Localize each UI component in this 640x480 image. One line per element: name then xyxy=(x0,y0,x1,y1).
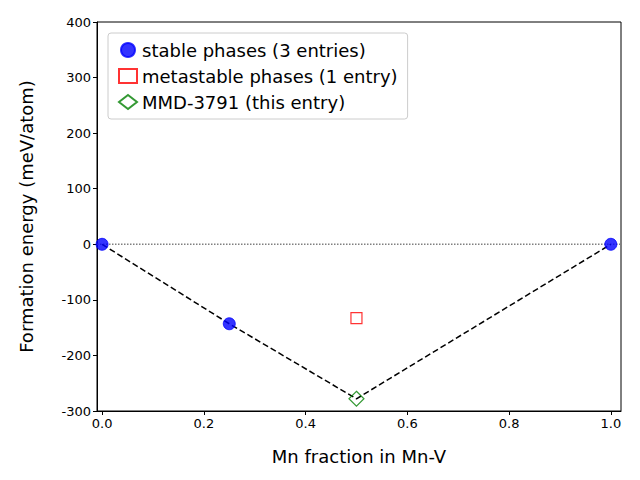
svg-text:-300: -300 xyxy=(61,404,91,419)
svg-text:stable phases (3 entries): stable phases (3 entries) xyxy=(142,40,366,61)
svg-text:0.2: 0.2 xyxy=(193,416,214,431)
svg-text:200: 200 xyxy=(66,126,91,141)
svg-text:Mn fraction in Mn-V: Mn fraction in Mn-V xyxy=(272,446,447,467)
svg-text:0.0: 0.0 xyxy=(92,416,113,431)
svg-text:-200: -200 xyxy=(61,348,91,363)
svg-text:-100: -100 xyxy=(61,292,91,307)
svg-text:300: 300 xyxy=(66,70,91,85)
svg-text:0: 0 xyxy=(83,237,91,252)
svg-text:100: 100 xyxy=(66,181,91,196)
svg-text:metastable phases (1 entry): metastable phases (1 entry) xyxy=(142,66,398,87)
svg-text:1.0: 1.0 xyxy=(600,416,621,431)
svg-text:Formation energy (meV/atom): Formation energy (meV/atom) xyxy=(16,80,37,353)
svg-text:400: 400 xyxy=(66,15,91,30)
svg-text:0.6: 0.6 xyxy=(397,416,418,431)
svg-text:MMD-3791 (this entry): MMD-3791 (this entry) xyxy=(142,92,345,113)
svg-text:0.8: 0.8 xyxy=(499,416,520,431)
svg-text:0.4: 0.4 xyxy=(295,416,316,431)
